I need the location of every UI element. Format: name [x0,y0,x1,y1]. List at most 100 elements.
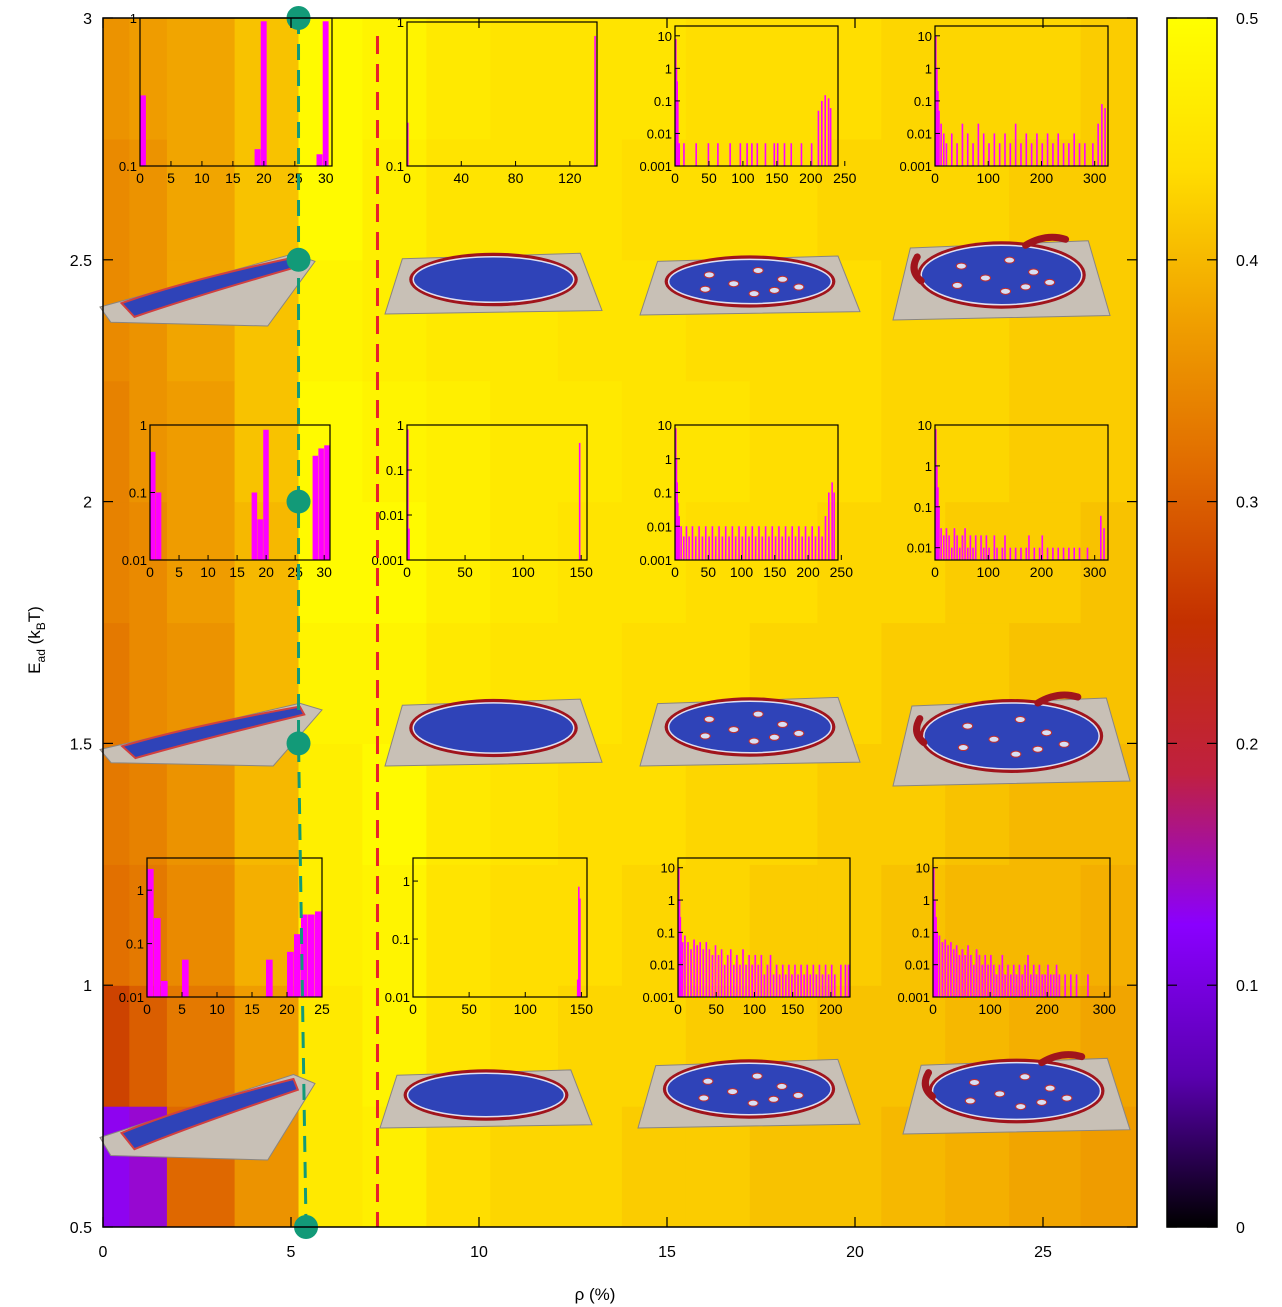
membrane-pore [1041,729,1053,737]
histogram-bar [147,868,154,997]
histogram-bar [1104,108,1106,166]
histogram-bar [806,964,809,997]
histogram-bar [684,935,686,997]
histogram-bar [831,482,833,560]
inset-x-tick-label: 100 [731,170,755,186]
inset-x-tick-label: 0 [671,170,679,186]
membrane-pore [768,733,780,741]
inset-y-tick-label: 0.001 [639,159,672,174]
heatmap-cell [362,380,427,503]
histogram-bar [1068,143,1070,166]
inset-y-tick-label: 0.1 [912,925,930,940]
histogram-bar [988,547,990,560]
histogram-bar [942,133,945,166]
histogram-bar [781,964,784,997]
histogram-bar [995,974,998,997]
histogram-bar [972,143,974,166]
membrane-pore [962,722,974,730]
heatmap-cell [490,864,559,986]
inset-x-tick-label: 0 [403,170,411,186]
histogram-bar [407,122,409,166]
histogram-bar [696,945,698,997]
histogram-bar [308,914,315,997]
histogram-bar [775,964,778,997]
membrane-pore [792,1091,804,1099]
membrane-pore [1044,1084,1056,1092]
membrane-pore [988,735,1000,743]
histogram-bar [739,143,742,166]
heatmap-cell [749,380,818,503]
membrane-pore [1061,1094,1073,1102]
membrane-snapshots [99,233,1131,1161]
inset-x-tick-label: 200 [1030,170,1054,186]
inset-x-tick-label: 150 [570,564,594,580]
inset-x-tick-label: 0 [403,564,411,580]
inset-x-tick-label: 250 [830,564,854,580]
heatmap-cell [557,18,623,140]
histogram-bar [711,526,714,560]
histogram-bar [824,95,827,166]
histogram-bar [756,143,759,166]
histogram-bar [1047,964,1049,997]
heatmap-cell [129,380,168,503]
histogram-bar [814,536,817,560]
inset-x-tick-label: 100 [977,564,1001,580]
colorbar: 0 0.1 0.2 0.3 0.4 0.5 [1166,11,1258,1237]
histogram-bar [720,949,723,997]
inset-x-tick-label: 200 [1030,564,1054,580]
heatmap-cell [621,864,687,986]
heatmap-cell [298,259,364,382]
membrane-snapshot [639,696,861,767]
histogram-bar [717,143,719,166]
histogram-bar [1052,143,1054,166]
inset-x-tick-label: 0 [136,170,144,186]
histogram-bar [785,974,787,997]
histogram-bar [683,143,685,166]
histogram-bar [711,954,714,997]
histogram-bar [687,942,689,997]
heatmap-cell [1009,864,1082,986]
histogram-bar [993,535,996,560]
inset-x-tick-label: 80 [508,170,524,186]
inset-y-tick-label: 0.1 [126,937,144,952]
histogram-bar [316,154,323,166]
inset-x-tick-label: 150 [765,170,789,186]
inset-y-tick-label: 10 [661,861,675,876]
histogram-bar [1030,974,1032,997]
inset-y-tick-label: 0.001 [639,553,672,568]
histogram-bar [993,133,996,166]
inset-y-tick-label: 1 [397,15,404,30]
histogram-bar [260,21,267,166]
heatmap-cell [945,380,1010,503]
histogram-bar [987,964,989,997]
y-tick-label: 1.5 [70,736,92,753]
inset-y-tick-label: 1 [137,883,144,898]
membrane-snapshot [379,1069,593,1129]
heatmap-cell [166,501,236,624]
heatmap-cell [945,18,1010,140]
inset-y-tick-label: 0.1 [914,94,932,109]
histogram-bar [1033,547,1036,560]
membrane-protrusion [913,691,1082,747]
membrane-snapshot [892,691,1131,787]
inset-frame [934,25,1109,167]
heatmap-cell [426,138,491,261]
membrane-pore [728,726,740,734]
colorbar-gradient [1166,17,1218,1228]
heatmap-cell [426,18,491,140]
membrane-pore [1028,268,1040,276]
histogram-bar [746,143,748,166]
inset-x-tick-label: 0 [143,1001,151,1017]
heatmap-cell [234,18,300,140]
histogram-inset: 0 5 10 15 20 25 1 0.1 0.01 [119,857,330,1017]
histogram-bar [1103,528,1105,560]
heatmap-cell [103,864,130,986]
inset-y-tick-label: 0.1 [654,94,672,109]
inset-x-tick-label: 150 [763,564,787,580]
membrane-pore [703,715,715,723]
histogram-bar [803,974,805,997]
histogram-bar [1001,547,1004,560]
histogram-bar [797,974,799,997]
inset-y-tick-label: 0.001 [371,553,404,568]
histogram-bar [739,964,741,997]
